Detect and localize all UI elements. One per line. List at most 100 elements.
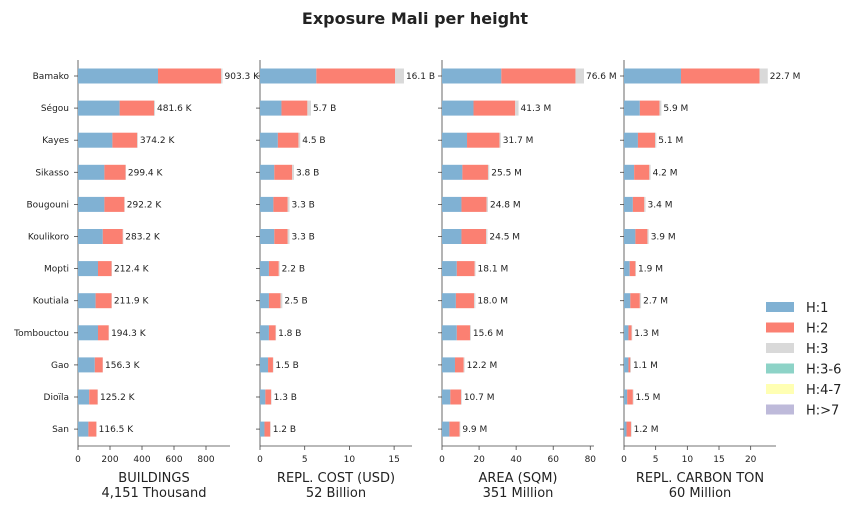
bar-segment-h3 xyxy=(307,100,311,116)
bar-segment-h1 xyxy=(260,68,317,84)
bar-segment-h2 xyxy=(462,164,488,180)
bar-segment-h1 xyxy=(260,132,278,148)
bar-segment-h2 xyxy=(637,132,656,148)
legend-label: H:4-7 xyxy=(806,383,841,398)
total-value-label: 9.9 M xyxy=(462,425,487,435)
total-value-label: 10.7 M xyxy=(464,393,495,403)
x-tick-label: 15 xyxy=(713,455,724,465)
total-value-label: 194.3 K xyxy=(111,329,147,339)
total-value-label: 292.2 K xyxy=(127,200,163,210)
total-value-label: 299.4 K xyxy=(128,168,164,178)
total-value-label: 31.7 M xyxy=(503,136,534,146)
total-value-label: 5.1 M xyxy=(658,136,683,146)
bar-segment-h3 xyxy=(644,196,646,212)
category-label: Bougouni xyxy=(26,200,69,210)
bar-segment-h1 xyxy=(624,357,629,373)
bar-segment-h3 xyxy=(278,261,280,277)
category-label: Sikasso xyxy=(35,168,69,178)
bar-segment-h1 xyxy=(260,196,274,212)
bar-segment-h2 xyxy=(629,261,636,277)
total-value-label: 25.5 M xyxy=(491,168,522,178)
bar-segment-h3 xyxy=(395,68,404,84)
bar-segment-h3 xyxy=(631,325,633,341)
chart-legend: H:1 H:2 H:3 H:3-6 H:4-7 H:>7 xyxy=(766,301,841,419)
total-value-label: 156.3 K xyxy=(105,361,141,371)
bar-segment-h3 xyxy=(292,164,294,180)
x-tick-label: 5 xyxy=(302,455,308,465)
legend-swatch xyxy=(766,404,794,415)
bar-segment-h3 xyxy=(154,100,156,116)
category-label: Gao xyxy=(51,361,69,371)
bar-segment-h1 xyxy=(624,421,627,437)
total-value-label: 1.2 B xyxy=(273,425,296,435)
bar-segment-h3 xyxy=(298,132,301,148)
bar-segment-h2 xyxy=(630,293,640,309)
legend-label: H:1 xyxy=(806,301,828,316)
bar-segment-h2 xyxy=(268,293,281,309)
bar-segment-h2 xyxy=(632,196,645,212)
total-value-label: 5.9 M xyxy=(663,104,688,114)
x-tick-label: 15 xyxy=(388,455,399,465)
bar-segment-h1 xyxy=(442,261,457,277)
bar-segment-h1 xyxy=(78,325,98,341)
total-value-label: 3.4 M xyxy=(648,200,673,210)
bar-segment-h1 xyxy=(624,164,635,180)
x-tick-label: 20 xyxy=(745,455,757,465)
bar-segment-h3 xyxy=(287,196,290,212)
bar-segment-h1 xyxy=(260,164,275,180)
bar-segment-h3 xyxy=(487,164,490,180)
category-label: Koutiala xyxy=(33,297,69,307)
bar-segment-h1 xyxy=(78,389,90,405)
total-value-label: 3.3 B xyxy=(292,200,315,210)
x-tick-label: 0 xyxy=(621,455,627,465)
total-value-label: 1.3 M xyxy=(634,329,659,339)
total-value-label: 1.1 M xyxy=(633,361,658,371)
bar-segment-h2 xyxy=(450,389,462,405)
bar-segment-h1 xyxy=(624,261,630,277)
legend-swatch xyxy=(766,302,794,312)
total-value-label: 374.2 K xyxy=(140,136,176,146)
bar-segment-h2 xyxy=(639,100,660,116)
bar-segment-h2 xyxy=(274,164,293,180)
bar-segment-h3 xyxy=(635,261,637,277)
total-value-label: 211.9 K xyxy=(114,297,150,307)
bar-segment-h2 xyxy=(635,229,648,244)
bar-segment-h2 xyxy=(102,229,123,244)
bar-segment-h1 xyxy=(78,164,105,180)
bar-segment-h1 xyxy=(78,229,103,244)
bar-segment-h2 xyxy=(461,196,487,212)
bar-segment-h1 xyxy=(442,100,474,116)
bar-segment-h1 xyxy=(78,132,113,148)
total-value-label: 5.7 B xyxy=(313,104,336,114)
x-axis-label: REPL. COST (USD) xyxy=(277,471,395,486)
bar-segment-h1 xyxy=(442,325,457,341)
bar-segment-h3 xyxy=(639,293,642,309)
bar-segment-h2 xyxy=(455,293,475,309)
x-tick-label: 600 xyxy=(165,455,182,465)
category-label: Kayes xyxy=(42,136,69,146)
total-value-label: 4.2 M xyxy=(653,168,678,178)
bar-segment-h2 xyxy=(95,293,112,309)
bar-segment-h1 xyxy=(260,389,266,405)
bar-segment-h1 xyxy=(78,196,105,212)
bar-segment-h1 xyxy=(624,325,629,341)
bar-segment-h3 xyxy=(122,229,124,244)
bar-segment-h2 xyxy=(104,196,125,212)
bar-segment-h2 xyxy=(268,357,273,373)
x-tick-label: 10 xyxy=(682,455,694,465)
bar-segment-h2 xyxy=(628,357,631,373)
category-label: San xyxy=(52,425,69,435)
total-value-label: 3.9 M xyxy=(651,233,676,243)
bar-segment-h3 xyxy=(474,293,476,309)
total-value-label: 15.6 M xyxy=(473,329,504,339)
x-tick-label: 800 xyxy=(197,455,214,465)
bar-segment-h1 xyxy=(624,100,640,116)
total-value-label: 3.8 B xyxy=(296,168,319,178)
bar-segment-h3 xyxy=(659,100,662,116)
category-label: Dioïla xyxy=(44,393,69,403)
bar-segment-h2 xyxy=(104,164,126,180)
x-axis-total-label: 351 Million xyxy=(483,486,554,501)
bar-segment-h1 xyxy=(442,68,502,84)
